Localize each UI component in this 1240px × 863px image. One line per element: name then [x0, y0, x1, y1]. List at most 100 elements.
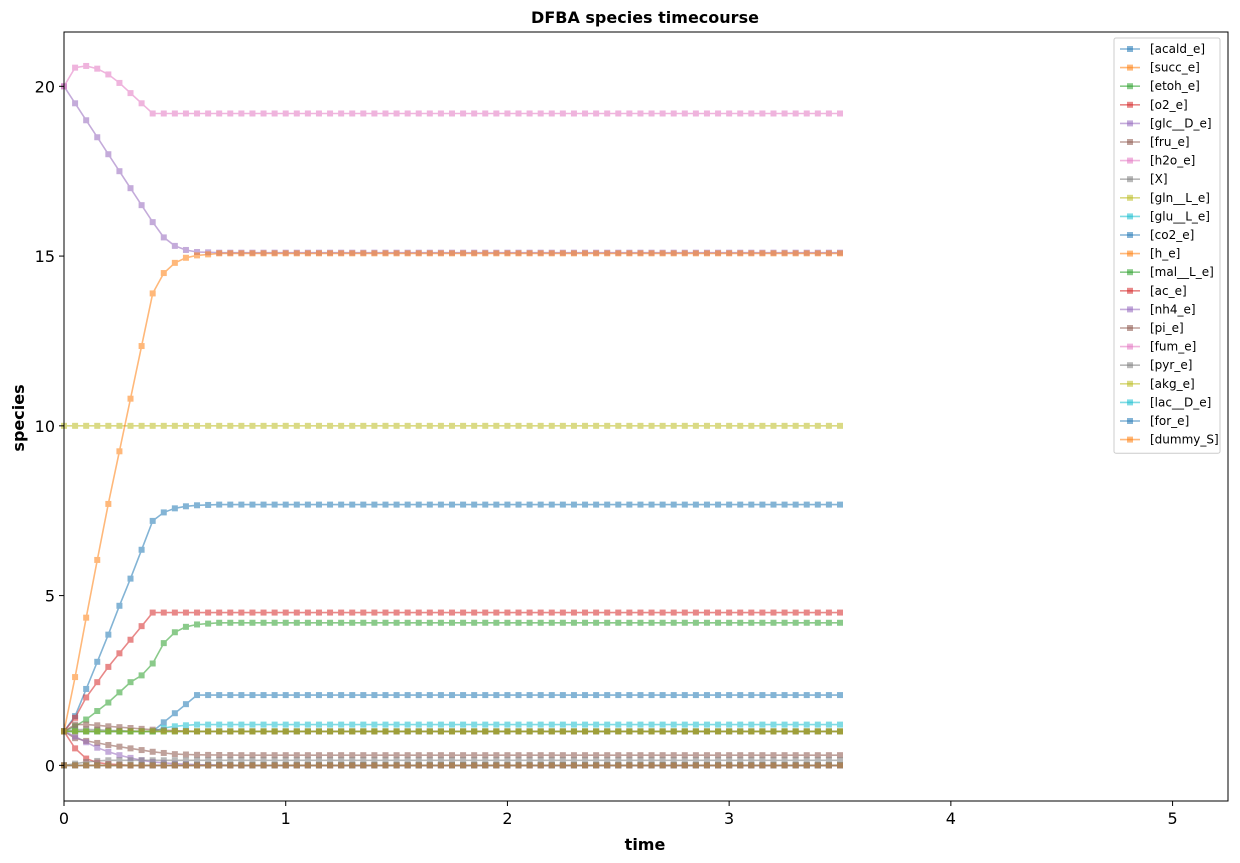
- data-point: [282, 422, 289, 429]
- data-point: [404, 501, 411, 508]
- data-point: [837, 609, 843, 616]
- data-point: [537, 692, 544, 699]
- data-point: [338, 609, 345, 616]
- legend-entry: [akg_e]: [1120, 377, 1195, 391]
- data-point: [249, 110, 256, 117]
- data-point: [825, 250, 832, 257]
- data-point: [648, 692, 655, 699]
- series-line: [63, 622, 840, 733]
- data-point: [437, 609, 444, 616]
- data-point: [570, 721, 577, 728]
- legend-entry: [acald_e]: [1120, 42, 1205, 56]
- data-point: [127, 728, 134, 735]
- data-point: [604, 609, 611, 616]
- data-point: [659, 752, 666, 759]
- data-point: [260, 250, 267, 257]
- data-point: [781, 728, 788, 735]
- data-point: [171, 505, 178, 512]
- data-point: [382, 609, 389, 616]
- data-point: [803, 752, 810, 759]
- data-point: [737, 692, 744, 699]
- data-point: [759, 692, 766, 699]
- data-point: [825, 501, 832, 508]
- data-point: [515, 609, 522, 616]
- data-point: [282, 692, 289, 699]
- data-point: [415, 762, 422, 769]
- data-point: [493, 757, 500, 764]
- data-point: [803, 250, 810, 257]
- data-point: [670, 250, 677, 257]
- data-point: [72, 714, 79, 721]
- data-point: [149, 219, 156, 226]
- data-point: [116, 757, 123, 764]
- data-point: [171, 710, 178, 717]
- data-point: [149, 757, 156, 764]
- data-point: [548, 250, 555, 257]
- data-point: [182, 728, 189, 735]
- data-point: [737, 619, 744, 626]
- data-point: [737, 250, 744, 257]
- data-point: [715, 692, 722, 699]
- data-point: [626, 692, 633, 699]
- data-point: [94, 65, 101, 72]
- data-point: [715, 752, 722, 759]
- data-point: [360, 721, 367, 728]
- data-point: [182, 246, 189, 253]
- data-point: [781, 721, 788, 728]
- data-point: [371, 422, 378, 429]
- legend-label: [etoh_e]: [1150, 79, 1200, 93]
- data-point: [249, 501, 256, 508]
- data-point: [171, 728, 178, 735]
- data-point: [814, 110, 821, 117]
- data-point: [205, 728, 212, 735]
- data-point: [659, 609, 666, 616]
- data-point: [349, 422, 356, 429]
- data-point: [681, 692, 688, 699]
- data-point: [382, 728, 389, 735]
- data-point: [726, 501, 733, 508]
- data-point: [737, 721, 744, 728]
- data-point: [293, 619, 300, 626]
- data-point: [415, 752, 422, 759]
- data-point: [471, 752, 478, 759]
- data-point: [160, 422, 167, 429]
- y-tick-label: 0: [45, 756, 55, 775]
- data-point: [471, 762, 478, 769]
- legend-label: [fum_e]: [1150, 340, 1196, 354]
- data-point: [703, 692, 710, 699]
- data-point: [759, 721, 766, 728]
- data-point: [116, 724, 123, 731]
- data-point: [460, 619, 467, 626]
- data-point: [582, 422, 589, 429]
- data-point: [792, 501, 799, 508]
- data-point: [437, 757, 444, 764]
- data-point: [249, 757, 256, 764]
- data-point: [570, 692, 577, 699]
- data-point: [837, 501, 843, 508]
- data-point: [282, 619, 289, 626]
- data-point: [415, 757, 422, 764]
- data-point: [515, 422, 522, 429]
- data-point: [426, 250, 433, 257]
- data-point: [681, 619, 688, 626]
- data-point: [238, 762, 245, 769]
- data-point: [715, 619, 722, 626]
- data-point: [293, 422, 300, 429]
- data-point: [648, 422, 655, 429]
- y-tick-label: 10: [35, 417, 55, 436]
- data-point: [615, 721, 622, 728]
- data-point: [83, 614, 90, 621]
- data-point: [615, 762, 622, 769]
- data-point: [194, 110, 201, 117]
- data-point: [748, 728, 755, 735]
- series-glc-d-e: [61, 83, 843, 256]
- data-point: [559, 757, 566, 764]
- data-point: [382, 501, 389, 508]
- legend-marker: [1127, 46, 1133, 52]
- legend-entry: [glu__L_e]: [1120, 209, 1210, 223]
- data-point: [814, 501, 821, 508]
- data-point: [626, 609, 633, 616]
- data-point: [493, 728, 500, 735]
- data-point: [471, 721, 478, 728]
- data-point: [160, 719, 167, 726]
